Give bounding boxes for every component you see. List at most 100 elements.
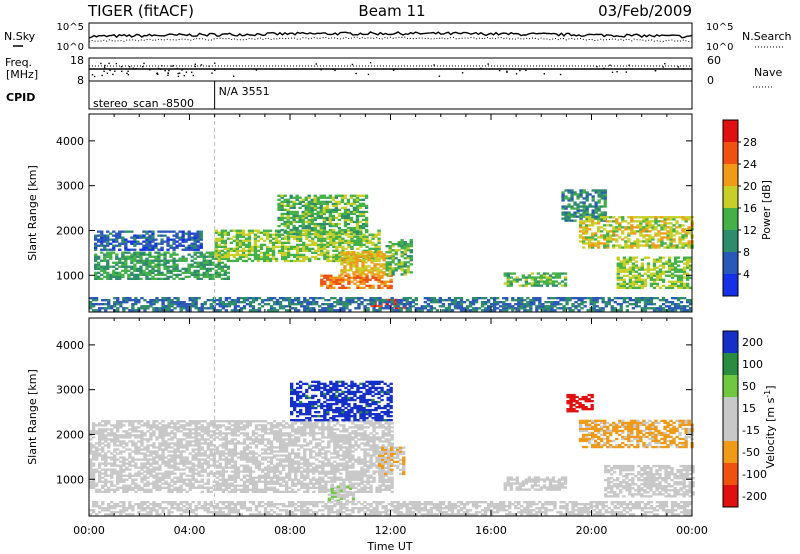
range-gate-cell — [683, 266, 687, 269]
range-gate-cell — [161, 420, 165, 423]
range-gate-cell — [209, 440, 213, 443]
range-gate-cell — [652, 278, 657, 281]
range-gate-cell — [182, 434, 186, 437]
range-gate-cell — [157, 242, 161, 245]
range-gate-cell — [116, 424, 120, 427]
range-gate-cell — [652, 262, 657, 265]
range-gate-cell — [134, 426, 138, 429]
range-gate-cell — [657, 238, 661, 241]
range-gate-cell — [286, 232, 290, 236]
range-gate-cell — [358, 224, 363, 228]
range-gate-cell — [136, 261, 140, 264]
range-gate-cell — [341, 280, 345, 283]
range-gate-cell — [304, 216, 308, 220]
range-gate-cell — [212, 426, 216, 429]
range-gate-cell — [176, 301, 180, 304]
range-gate-cell — [286, 202, 290, 206]
range-gate-cell — [200, 468, 204, 471]
range-gate-cell — [301, 220, 305, 224]
range-gate-cell — [92, 484, 96, 487]
range-gate-cell — [621, 232, 625, 235]
range-gate-cell — [649, 268, 654, 271]
range-gate-cell — [625, 297, 630, 300]
range-gate-cell — [158, 466, 162, 469]
range-gate-cell — [298, 216, 302, 220]
range-gate-cell — [322, 216, 327, 220]
range-gate-cell — [188, 430, 192, 433]
range-gate-cell — [288, 297, 292, 300]
range-gate-cell — [557, 282, 562, 285]
range-gate-cell — [218, 484, 222, 487]
range-gate-cell — [251, 299, 256, 302]
range-gate-cell — [188, 307, 192, 310]
range-gate-cell — [328, 210, 333, 214]
range-gate-cell — [164, 424, 168, 427]
range-gate-cell — [630, 242, 634, 245]
range-gate-cell — [292, 206, 296, 210]
range-gate-cell — [143, 309, 147, 312]
range-gate-cell — [158, 422, 162, 425]
freq-dot — [214, 69, 216, 71]
range-gate-cell — [284, 235, 288, 238]
range-gate-cell — [320, 251, 324, 255]
range-gate-cell — [173, 488, 177, 492]
range-gate-cell — [259, 231, 264, 234]
range-gate-cell — [161, 303, 165, 306]
range-gate-cell — [217, 255, 221, 258]
range-gate-cell — [633, 226, 637, 229]
range-gate-cell — [394, 257, 398, 260]
range-gate-cell — [346, 202, 351, 206]
range-gate-cell — [619, 297, 623, 300]
range-gate-cell — [232, 247, 237, 251]
range-gate-cell — [652, 282, 657, 286]
range-gate-cell — [155, 454, 159, 457]
range-gate-cell — [232, 259, 237, 263]
range-gate-cell — [313, 196, 317, 199]
range-gate-cell — [597, 201, 601, 204]
range-gate-cell — [247, 231, 252, 234]
range-gate-cell — [640, 264, 645, 267]
range-gate-cell — [202, 257, 206, 260]
range-gate-cell — [686, 282, 690, 286]
range-gate-cell — [651, 216, 655, 219]
range-gate-cell — [98, 476, 102, 479]
range-gate-cell — [94, 238, 98, 241]
range-gate-cell — [160, 246, 164, 249]
range-gate-cell — [456, 301, 461, 304]
range-gate-cell — [577, 305, 581, 308]
range-gate-cell — [471, 307, 476, 310]
range-gate-cell — [202, 275, 206, 279]
range-gate-cell — [622, 280, 627, 283]
range-gate-cell — [364, 224, 369, 228]
range-gate-cell — [206, 482, 210, 485]
range-gate-cell — [247, 243, 252, 247]
range-gate-cell — [179, 456, 183, 459]
range-gate-cell — [134, 442, 138, 445]
range-gate-cell — [286, 216, 290, 220]
range-gate-cell — [356, 251, 360, 255]
range-gate-cell — [639, 234, 643, 237]
range-gate-cell — [374, 249, 378, 253]
range-gate-cell — [612, 234, 616, 237]
range-gate-cell — [101, 428, 105, 431]
range-gate-cell — [603, 234, 607, 237]
y-tick-label: 4000 — [56, 135, 84, 148]
range-gate-cell — [601, 301, 605, 304]
range-gate-cell — [538, 301, 542, 304]
range-gate-cell — [211, 263, 215, 266]
range-gate-cell — [317, 257, 321, 261]
range-gate-cell — [625, 268, 630, 271]
range-gate-cell — [106, 236, 110, 239]
range-gate-cell — [349, 261, 353, 264]
range-gate-cell — [277, 249, 282, 253]
range-gate-cell — [161, 301, 165, 304]
range-gate-cell — [547, 309, 551, 312]
range-gate-cell — [233, 303, 238, 306]
range-gate-cell — [366, 303, 370, 306]
range-gate-cell — [134, 299, 138, 302]
range-gate-cell — [233, 305, 238, 308]
range-gate-cell — [438, 297, 443, 300]
range-gate-cell — [128, 460, 132, 463]
range-gate-cell — [332, 249, 336, 253]
range-gate-cell — [400, 241, 404, 244]
